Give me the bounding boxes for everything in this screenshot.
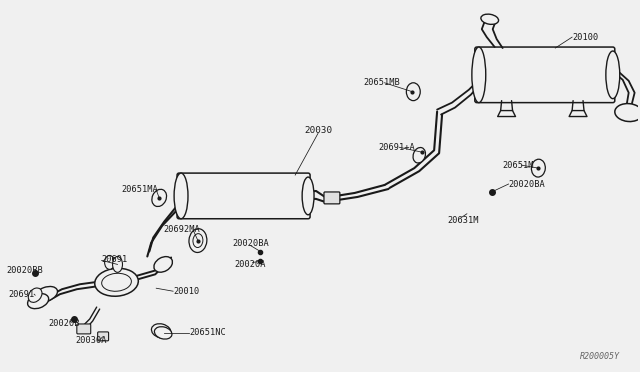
Ellipse shape <box>102 273 131 291</box>
Ellipse shape <box>606 51 620 99</box>
Text: 20692MA: 20692MA <box>163 225 200 234</box>
Ellipse shape <box>413 147 426 163</box>
Text: 20651MB: 20651MB <box>364 78 401 87</box>
Ellipse shape <box>531 159 545 177</box>
Ellipse shape <box>174 173 188 219</box>
Text: 20651MA: 20651MA <box>122 186 158 195</box>
Text: 20030: 20030 <box>304 126 332 135</box>
Text: 20010: 20010 <box>173 287 199 296</box>
Ellipse shape <box>189 229 207 253</box>
Text: 20651NC: 20651NC <box>189 328 226 337</box>
Text: 20691: 20691 <box>8 290 35 299</box>
Ellipse shape <box>154 327 172 339</box>
FancyBboxPatch shape <box>475 47 615 103</box>
Ellipse shape <box>406 83 420 101</box>
Ellipse shape <box>28 294 49 309</box>
Text: 20691+A: 20691+A <box>378 143 415 152</box>
Text: 20030A: 20030A <box>76 336 108 345</box>
Text: 20020BA: 20020BA <box>509 180 545 189</box>
Text: 20100: 20100 <box>572 33 598 42</box>
Ellipse shape <box>28 288 42 302</box>
Ellipse shape <box>154 257 172 272</box>
Ellipse shape <box>35 286 58 302</box>
Ellipse shape <box>472 47 486 103</box>
FancyBboxPatch shape <box>324 192 340 204</box>
Ellipse shape <box>302 177 314 215</box>
FancyBboxPatch shape <box>98 332 109 341</box>
Ellipse shape <box>615 103 640 122</box>
Text: 20651M: 20651M <box>502 161 534 170</box>
Text: R200005Y: R200005Y <box>580 352 620 361</box>
Text: 20020A: 20020A <box>235 260 266 269</box>
Text: 20631M: 20631M <box>447 216 479 225</box>
Ellipse shape <box>481 14 499 25</box>
Text: 20020BA: 20020BA <box>233 239 269 248</box>
FancyBboxPatch shape <box>77 324 91 334</box>
Ellipse shape <box>193 234 203 247</box>
Ellipse shape <box>152 324 171 338</box>
Ellipse shape <box>95 268 138 296</box>
Text: 20020BB: 20020BB <box>6 266 43 275</box>
Ellipse shape <box>152 189 166 206</box>
Ellipse shape <box>104 256 115 269</box>
Ellipse shape <box>113 256 122 272</box>
FancyBboxPatch shape <box>177 173 310 219</box>
Text: 20691: 20691 <box>102 255 128 264</box>
Text: 20020B: 20020B <box>48 320 79 328</box>
